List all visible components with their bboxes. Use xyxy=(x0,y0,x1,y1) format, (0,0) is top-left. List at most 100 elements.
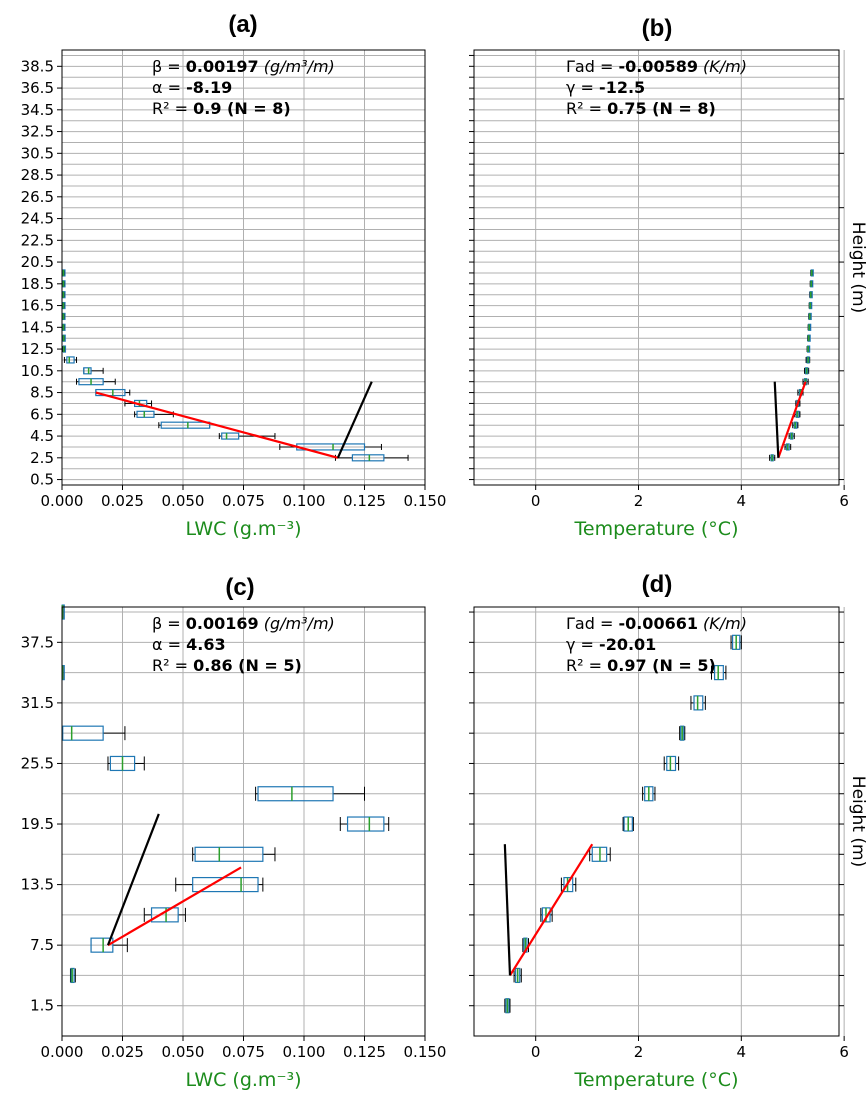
y-tick-label: 32.5 xyxy=(21,123,54,141)
box-4.5 xyxy=(69,967,76,984)
box-14.5 xyxy=(807,323,812,331)
x-tick-label: 2 xyxy=(634,1043,644,1061)
box-4.5 xyxy=(513,967,522,984)
box-iqr xyxy=(713,665,724,681)
box-1.5 xyxy=(504,998,511,1014)
x-tick-label: 0 xyxy=(531,492,541,510)
box-15.5 xyxy=(808,312,812,321)
box-18.5 xyxy=(61,280,66,288)
box-iqr xyxy=(563,876,574,893)
x-axis-label: Temperature (°C) xyxy=(574,518,739,540)
reference-line xyxy=(773,381,780,458)
y-tick-label: 34.5 xyxy=(21,101,54,119)
panel-b: (b) 0 2 4 6 Temperature (°C) Height (m) Γad = -… xyxy=(469,15,866,540)
y-axis-label: Height (m) xyxy=(848,222,866,313)
box-13.5 xyxy=(61,334,66,342)
y-tick-label: 6.5 xyxy=(30,405,54,423)
y-tick-label: 37.5 xyxy=(21,633,54,651)
reference-line xyxy=(503,844,512,976)
box-iqr xyxy=(136,410,155,418)
annotation-line-2: γ = -12.5 xyxy=(566,78,645,97)
y-tick-label: 25.5 xyxy=(21,754,54,772)
y-tick-label: 2.5 xyxy=(30,449,54,467)
x-tick-label: 0.075 xyxy=(222,1043,265,1061)
box-13.5 xyxy=(807,334,811,342)
box-iqr xyxy=(62,725,104,741)
box-iqr xyxy=(257,786,334,802)
box-22.5 xyxy=(255,786,365,802)
fit-line xyxy=(95,391,339,459)
box-14.5 xyxy=(61,323,66,331)
y-tick-label: 38.5 xyxy=(21,57,54,75)
x-tick-label: 0.000 xyxy=(41,492,84,510)
y-tick-label: 1.5 xyxy=(30,997,54,1015)
box-iqr xyxy=(351,454,385,462)
box-18.5 xyxy=(809,280,814,288)
box-12.5 xyxy=(806,345,811,353)
box-11.5 xyxy=(63,356,78,364)
box-28.5 xyxy=(679,725,686,741)
panel-title: (a) xyxy=(228,11,257,38)
y-tick-label: 12.5 xyxy=(21,340,54,358)
fit-annotation: β = 0.00169 (g/m³/m) α = 4.63 R² = 0.86 (N… xyxy=(152,614,335,675)
box-11.5 xyxy=(805,356,811,364)
x-tick-label: 4 xyxy=(737,492,747,510)
x-tick-label: 0 xyxy=(531,1043,541,1061)
box-12.5 xyxy=(62,345,67,353)
x-tick-label: 6 xyxy=(839,1043,849,1061)
x-tick-label: 0.150 xyxy=(404,492,447,510)
annotation-line-2: α = 4.63 xyxy=(152,635,226,654)
box-iqr xyxy=(194,846,264,862)
y-tick-label: 8.5 xyxy=(30,384,54,402)
x-tick-label: 0.125 xyxy=(343,1043,386,1061)
box-iqr xyxy=(160,421,211,429)
box-6.5 xyxy=(134,410,174,418)
box-16.5 xyxy=(192,846,276,862)
box-34.5 xyxy=(711,665,727,681)
box-2.5 xyxy=(769,454,776,462)
y-tick-label: 13.5 xyxy=(21,876,54,894)
box-19.5 xyxy=(61,269,66,277)
annotation-line-1: Γad = -0.00661 (K/m) xyxy=(566,614,747,633)
annotation-line-1: Γad = -0.00589 (K/m) xyxy=(566,57,747,76)
box-3.5 xyxy=(784,443,792,451)
box-iqr xyxy=(221,432,240,440)
axes-frame xyxy=(61,606,426,1037)
box-16.5 xyxy=(61,301,66,310)
annotation-line-3: R² = 0.97 (N = 5) xyxy=(566,656,716,675)
annotation-line-1: β = 0.00197 (g/m³/m) xyxy=(152,57,335,76)
box-15.5 xyxy=(61,312,66,321)
box-5.5 xyxy=(792,421,799,429)
panel-title: (c) xyxy=(225,574,254,601)
y-tick-label: 22.5 xyxy=(21,231,54,249)
y-tick-label: 0.5 xyxy=(30,471,54,489)
x-tick-label: 0.125 xyxy=(343,492,386,510)
reference-line xyxy=(336,381,373,459)
panel-c: (c) 0.000 0.025 0.050 0.075 0.100 0.125 0.150 1.… xyxy=(21,574,447,1091)
axes-frame xyxy=(61,49,426,486)
box-37.5 xyxy=(730,634,742,650)
panel-a: (a) 0.000 0.025 0.050 0.075 0.100 0.125 0.150 0.… xyxy=(21,11,447,540)
panel-d: (d) 0 2 4 6 Temperature (°C) Height (m) Γad = -… xyxy=(469,571,866,1091)
y-tick-label: 10.5 xyxy=(21,362,54,380)
x-tick-label: 0.025 xyxy=(101,1043,144,1061)
y-tick-label: 30.5 xyxy=(21,144,54,162)
box-25.5 xyxy=(107,755,145,772)
box-iqr xyxy=(150,907,179,923)
panel-title: (b) xyxy=(642,15,673,42)
y-axis-label: Height (m) xyxy=(848,776,866,867)
box-16.5 xyxy=(808,301,813,310)
y-tick-label: 16.5 xyxy=(21,297,54,315)
y-tick-label: 14.5 xyxy=(21,318,54,336)
box-iqr xyxy=(66,356,75,364)
panel-title: (d) xyxy=(642,571,673,598)
box-17.5 xyxy=(809,291,813,299)
x-tick-label: 0.050 xyxy=(162,1043,205,1061)
annotation-line-2: α = -8.19 xyxy=(152,78,232,97)
box-9.5 xyxy=(76,378,116,386)
box-19.5 xyxy=(810,269,814,277)
axes-frame xyxy=(473,606,840,1037)
box-28.5 xyxy=(61,725,126,741)
y-tick-label: 31.5 xyxy=(21,694,54,712)
